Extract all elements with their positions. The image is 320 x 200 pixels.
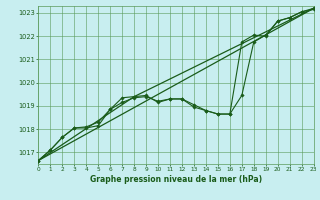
X-axis label: Graphe pression niveau de la mer (hPa): Graphe pression niveau de la mer (hPa)	[90, 175, 262, 184]
